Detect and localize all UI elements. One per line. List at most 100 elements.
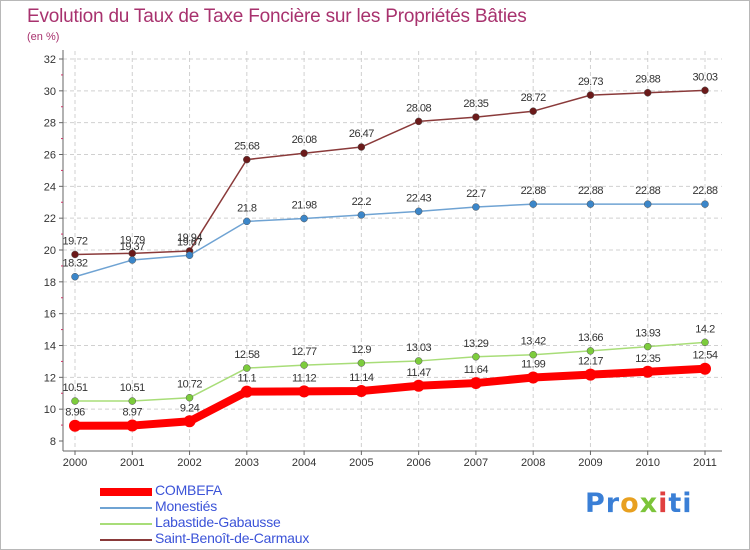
- data-label: 12.58: [234, 349, 259, 361]
- data-label: 19.79: [120, 234, 145, 246]
- y-tick-label: 24: [44, 181, 56, 193]
- x-tick-label: 2003: [235, 457, 259, 469]
- legend-swatch: [100, 488, 152, 496]
- data-point: [128, 397, 137, 405]
- data-label: 12.17: [578, 356, 603, 368]
- data-label: 19.37: [120, 241, 145, 253]
- data-label: 25.68: [234, 141, 259, 153]
- data-point: [414, 357, 423, 365]
- logo-letter: i: [682, 488, 693, 519]
- data-point: [643, 342, 652, 351]
- legend-item-combefa: COMBEFA: [100, 482, 400, 500]
- data-point: [357, 143, 366, 151]
- data-label: 11.14: [349, 372, 374, 384]
- data-point: [300, 214, 308, 223]
- data-point: [472, 113, 480, 121]
- data-point: [243, 217, 251, 226]
- series-line-3: [74, 89, 706, 256]
- series-line-1: [74, 203, 706, 278]
- data-point: [701, 86, 709, 95]
- y-tick-label: 22: [44, 213, 56, 225]
- data-point: [586, 200, 595, 208]
- legend-label: COMBEFA: [155, 482, 223, 498]
- y-tick-label: 12: [44, 372, 56, 384]
- data-label: 13.66: [578, 332, 603, 344]
- data-point: [185, 251, 194, 260]
- data-point: [240, 385, 253, 398]
- legend-item-saint-benoit-de-carmaux: Saint-Benoît-de-Carmaux: [100, 530, 400, 548]
- data-point: [71, 272, 79, 281]
- legend-label: Monestiés: [155, 498, 218, 514]
- x-tick-label: 2008: [521, 457, 545, 469]
- data-label: 28.08: [406, 102, 431, 114]
- y-tick-label: 10: [44, 404, 56, 416]
- legend-label: Labastide-Gabausse: [155, 514, 281, 530]
- data-point: [701, 338, 709, 347]
- data-point: [529, 107, 537, 115]
- data-label: 21.98: [292, 199, 317, 211]
- data-point: [641, 365, 654, 378]
- data-label: 19.67: [177, 236, 202, 248]
- x-tick-label: 2005: [349, 457, 373, 469]
- legend-item-labastide-gabausse: Labastide-Gabausse: [100, 514, 400, 532]
- x-tick-label: 2004: [292, 457, 316, 469]
- data-label: 26.08: [292, 134, 317, 146]
- logo-letter: P: [585, 488, 606, 519]
- data-point: [300, 361, 308, 369]
- data-point: [414, 207, 423, 216]
- data-label: 22.2: [352, 196, 372, 208]
- x-tick-label: 2011: [693, 457, 717, 469]
- data-point: [699, 362, 711, 375]
- x-tick-label: 2002: [177, 457, 201, 469]
- data-label: 9.24: [180, 402, 200, 414]
- y-tick-label: 18: [44, 277, 56, 289]
- data-point: [357, 359, 366, 367]
- data-point: [71, 397, 79, 405]
- data-point: [355, 385, 368, 398]
- y-tick-label: 16: [44, 309, 56, 321]
- data-point: [529, 200, 537, 208]
- data-label: 11.64: [464, 364, 489, 376]
- data-label: 11.12: [292, 372, 317, 384]
- data-point: [529, 350, 537, 359]
- y-tick-label: 26: [44, 150, 56, 162]
- data-point: [643, 200, 652, 208]
- data-label: 12.35: [635, 353, 660, 365]
- y-tick-label: 30: [44, 86, 56, 98]
- data-point: [472, 203, 480, 211]
- data-label: 22.88: [692, 185, 717, 197]
- x-tick-label: 2000: [63, 457, 87, 469]
- data-point: [298, 385, 311, 398]
- data-point: [69, 419, 81, 432]
- data-label: 22.7: [466, 188, 486, 200]
- data-point: [412, 379, 425, 392]
- data-label: 11.1: [238, 373, 257, 385]
- y-tick-label: 8: [50, 436, 56, 448]
- y-tick-label: 14: [44, 341, 56, 353]
- data-point: [128, 256, 137, 264]
- data-label: 13.29: [463, 338, 488, 350]
- data-point: [701, 200, 709, 208]
- data-label: 22.88: [578, 185, 603, 197]
- data-label: 18.32: [62, 258, 87, 270]
- data-label: 28.35: [463, 98, 488, 110]
- x-tick-label: 2006: [406, 457, 430, 469]
- chart-subtitle: (en %): [27, 31, 60, 43]
- data-label: 19.72: [62, 235, 87, 247]
- data-label: 11.47: [407, 367, 432, 379]
- logo-letter: x: [639, 488, 659, 519]
- data-label: 10.72: [177, 379, 202, 391]
- series-line-2: [74, 341, 706, 402]
- data-label: 14.2: [695, 323, 715, 335]
- data-label: 12.9: [352, 344, 372, 356]
- data-label: 22.88: [521, 185, 546, 197]
- data-point: [126, 419, 139, 432]
- x-tick-label: 2009: [578, 457, 602, 469]
- x-tick-label: 2010: [635, 457, 659, 469]
- legend-item-monesties: Monestiés: [100, 498, 400, 516]
- y-tick-label: 20: [44, 245, 56, 257]
- data-point: [469, 377, 482, 390]
- data-label: 22.43: [406, 192, 431, 204]
